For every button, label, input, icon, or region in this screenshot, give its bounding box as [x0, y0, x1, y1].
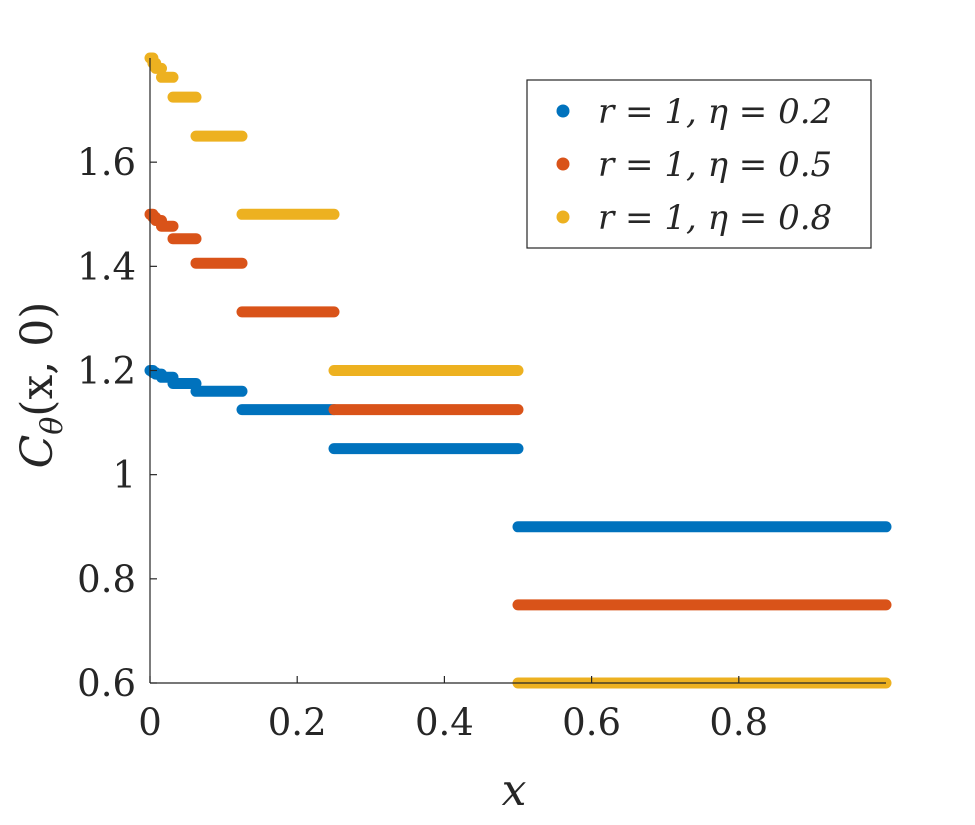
series-2	[144, 208, 892, 611]
x-tick-label: 0.2	[268, 701, 327, 744]
x-axis-label: x	[502, 765, 527, 816]
y-tick-label: 1.6	[77, 141, 136, 184]
legend-marker	[556, 157, 570, 171]
axes	[149, 58, 886, 684]
legend-marker	[556, 104, 570, 118]
x-tick-labels: 0 0.2 0.4 0.6 0.8	[138, 701, 768, 744]
y-tick-label: 0.8	[77, 558, 136, 601]
legend: r = 1, η = 0.2 r = 1, η = 0.5 r = 1, η = 0…	[526, 79, 872, 249]
legend-label: r = 1, η = 0.8	[598, 198, 832, 238]
y-tick-label: 1.4	[77, 245, 136, 288]
legend-label: r = 1, η = 0.5	[598, 145, 832, 185]
x-tick-label: 0	[138, 701, 162, 744]
y-axis-label: Cθ(x, 0)	[12, 302, 70, 469]
y-tick-label: 0.6	[77, 662, 136, 705]
y-tick-label: 1	[112, 454, 136, 497]
y-axis-label-args: (x, 0)	[12, 302, 63, 417]
legend-box	[526, 79, 872, 249]
y-tick-label: 1.2	[77, 350, 136, 393]
y-axis-label-subscript: θ	[35, 417, 70, 435]
x-tick-label: 0.8	[709, 701, 768, 744]
x-tick-label: 0.4	[415, 701, 474, 744]
legend-label: r = 1, η = 0.2	[598, 92, 832, 132]
x-tick-label: 0.6	[562, 701, 621, 744]
series-1	[144, 365, 892, 533]
y-axis-label-main: C	[12, 435, 63, 469]
y-tick-labels: 0.6 0.8 1 1.2 1.4 1.6	[77, 141, 136, 705]
legend-marker	[556, 210, 570, 224]
